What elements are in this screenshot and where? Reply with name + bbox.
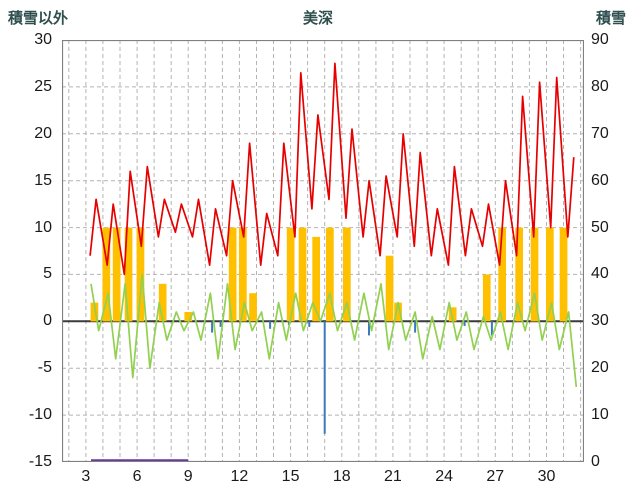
right-axis-tick-label: 80 bbox=[591, 77, 609, 95]
left-axis-tick-label: -5 bbox=[37, 359, 52, 377]
right-axis-tick-label: 0 bbox=[591, 453, 600, 470]
left-axis-tick-label: 30 bbox=[34, 31, 52, 48]
x-axis-tick-label: 6 bbox=[132, 468, 142, 485]
right-axis-tick-label: 70 bbox=[591, 124, 609, 142]
x-axis-tick-label: 21 bbox=[384, 468, 402, 485]
x-axis-tick-label: 24 bbox=[435, 468, 453, 485]
x-axis-tick-label: 27 bbox=[486, 468, 505, 485]
left-axis-tick-label: 15 bbox=[34, 171, 52, 189]
x-axis-tick-label: 3 bbox=[81, 468, 91, 485]
x-axis-tick-label: 15 bbox=[281, 468, 300, 485]
right-axis-tick-label: 90 bbox=[591, 31, 609, 48]
left-axis-tick-label: 5 bbox=[43, 265, 52, 283]
left-axis-tick-label: -15 bbox=[28, 453, 52, 470]
x-axis-tick-label: 9 bbox=[183, 468, 193, 485]
right-axis-tick-label: 20 bbox=[591, 359, 609, 377]
left-axis-tick-label: 0 bbox=[43, 312, 52, 330]
x-axis-tick-label: 12 bbox=[230, 468, 249, 485]
left-axis-tick-label: -10 bbox=[28, 406, 52, 424]
right-axis-tick-label: 60 bbox=[591, 171, 609, 189]
plot-canvas bbox=[62, 40, 584, 462]
plot-area bbox=[62, 40, 584, 462]
left-axis-tick-label: 25 bbox=[34, 77, 52, 95]
left-axis-title: 積雪以外 bbox=[8, 10, 69, 27]
chart-title: 美深 bbox=[302, 10, 334, 27]
left-axis-tick-label: 10 bbox=[34, 218, 52, 236]
right-axis-title: 積雪 bbox=[595, 10, 626, 27]
x-axis-tick-label: 18 bbox=[332, 468, 351, 485]
x-axis-tick-label: 30 bbox=[537, 468, 556, 485]
right-axis-tick-label: 40 bbox=[591, 265, 609, 283]
right-axis-tick-label: 50 bbox=[591, 218, 609, 236]
right-axis-tick-label: 10 bbox=[591, 406, 609, 424]
left-axis-tick-label: 20 bbox=[34, 124, 52, 142]
right-axis-tick-label: 30 bbox=[591, 312, 609, 330]
